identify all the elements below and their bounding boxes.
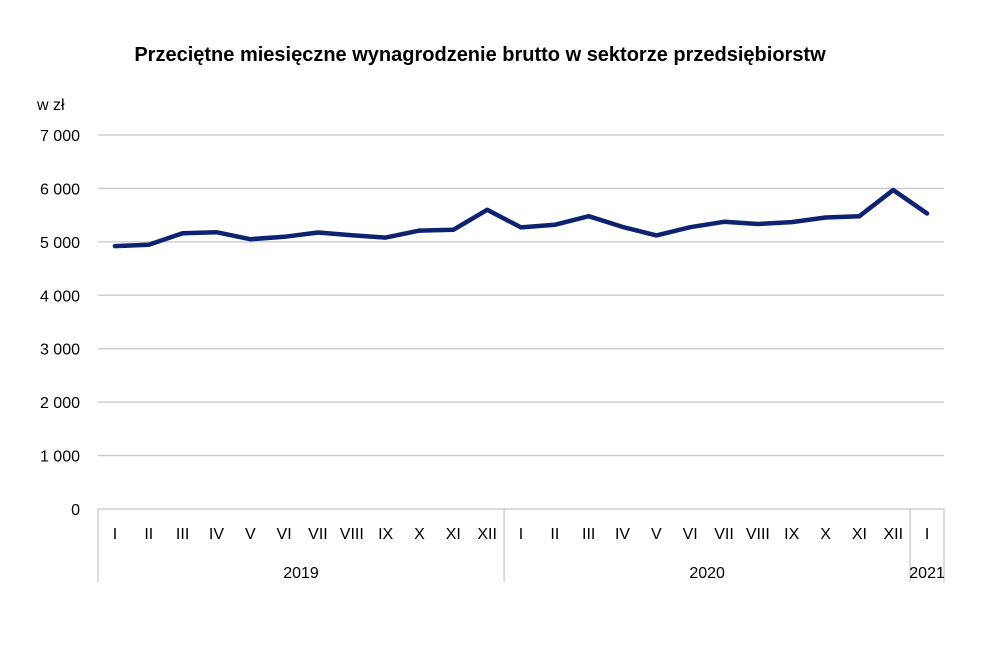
x-tick-label: VIII xyxy=(746,526,770,543)
x-tick-label: II xyxy=(550,526,559,543)
x-axis: I II III IV V VI VII VIII IX X XI XII I II III IV V VI VII… xyxy=(97,509,945,582)
x-tick-label: III xyxy=(176,526,189,543)
x-tick-label: IX xyxy=(378,526,393,543)
y-tick-label: 3 000 xyxy=(40,342,80,359)
x-tick-label: VII xyxy=(308,526,328,543)
y-axis-unit-label: w zł xyxy=(36,97,65,114)
x-tick-label: VI xyxy=(683,526,698,543)
x-tick-label: X xyxy=(414,526,425,543)
x-tick-label: X xyxy=(820,526,831,543)
x-tick-label: VII xyxy=(714,526,734,543)
x-tick-label: XII xyxy=(883,526,903,543)
chart-title: Przeciętne miesięczne wynagrodzenie brut… xyxy=(134,44,826,66)
x-tick-label: III xyxy=(582,526,595,543)
x-tick-label: IX xyxy=(784,526,799,543)
y-tick-label: 6 000 xyxy=(40,181,80,198)
x-tick-label: XI xyxy=(852,526,867,543)
x-tick-label: IV xyxy=(209,526,224,543)
y-tick-label: 7 000 xyxy=(40,128,80,145)
y-tick-label: 0 xyxy=(71,502,80,519)
x-tick-label: I xyxy=(113,526,117,543)
x-tick-label: I xyxy=(925,526,929,543)
x-group-label: 2020 xyxy=(689,565,725,582)
gridlines xyxy=(98,134,944,510)
series-line xyxy=(112,187,930,249)
x-tick-label: II xyxy=(144,526,153,543)
y-axis-tick-labels: 0 1 000 2 000 3 000 4 000 5 000 6 000 7 000 xyxy=(40,128,80,519)
x-tick-label: I xyxy=(519,526,523,543)
x-tick-label: VI xyxy=(277,526,292,543)
x-tick-label: XII xyxy=(477,526,497,543)
y-tick-label: 1 000 xyxy=(40,449,80,466)
y-tick-label: 2 000 xyxy=(40,395,80,412)
x-tick-label: V xyxy=(245,526,256,543)
x-tick-label: V xyxy=(651,526,662,543)
series-layer xyxy=(112,187,930,249)
x-tick-label: IV xyxy=(615,526,630,543)
x-group-label: 2019 xyxy=(283,565,319,582)
x-tick-label: XI xyxy=(446,526,461,543)
y-tick-label: 5 000 xyxy=(40,235,80,252)
y-tick-label: 4 000 xyxy=(40,288,80,305)
x-group-label: 2021 xyxy=(909,565,945,582)
x-tick-label: VIII xyxy=(340,526,364,543)
